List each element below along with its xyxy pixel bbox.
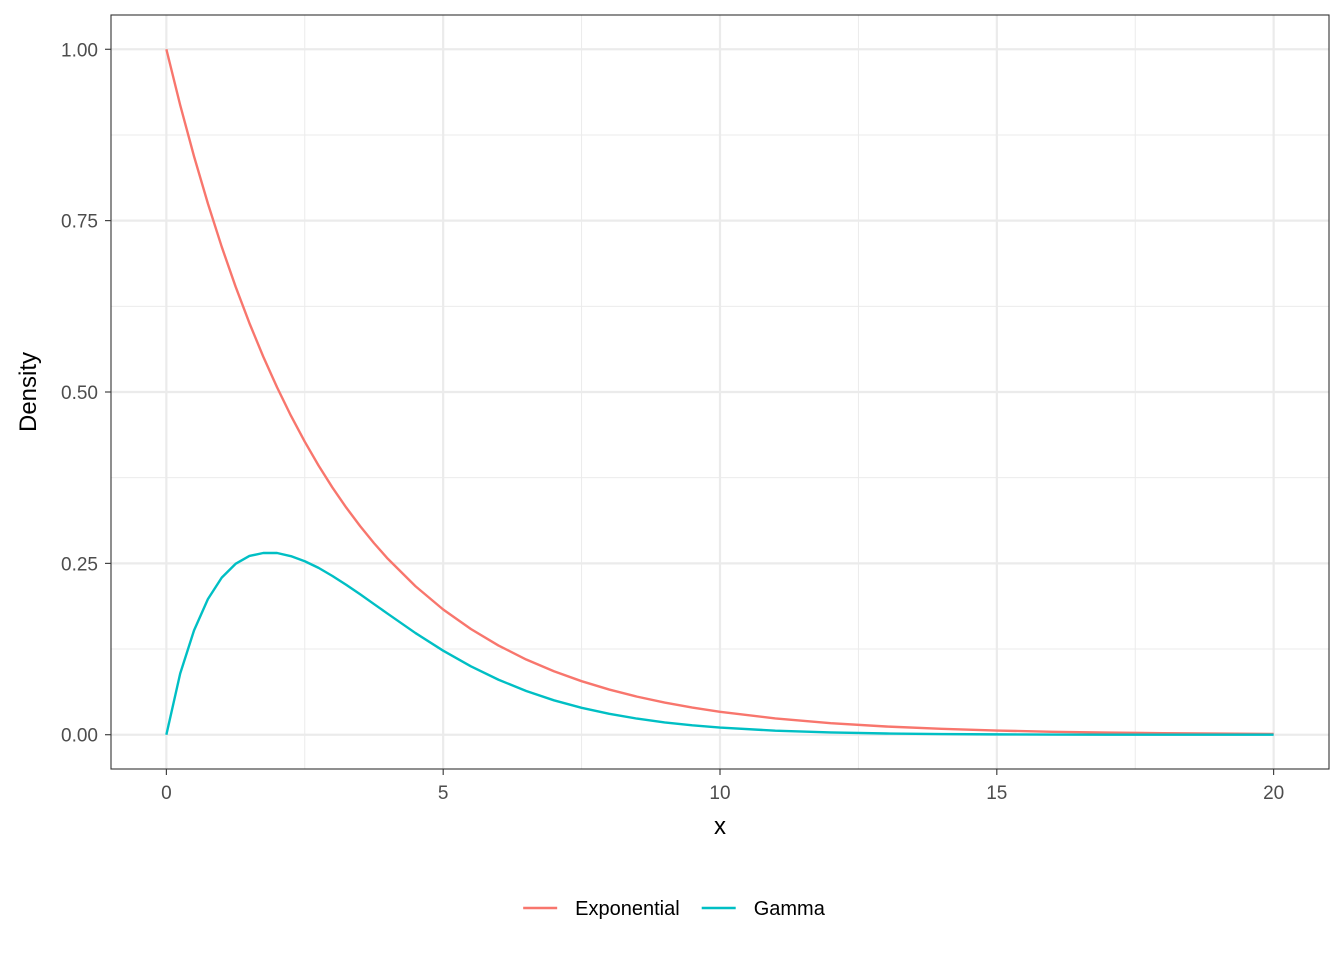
legend-label: Gamma [754,898,826,920]
x-axis-title: x [714,813,726,840]
series-line-gamma [165,551,1274,736]
y-tick-label: 0.25 [61,554,98,575]
x-tick-label: 20 [1263,783,1284,804]
x-tick-label: 5 [438,783,449,804]
legend-item-exponential: Exponential [523,898,680,920]
x-tick-label: 15 [986,783,1007,804]
x-tick-label: 10 [709,783,730,804]
x-tick-label: 0 [161,783,172,804]
y-tick-label: 0.50 [61,383,98,404]
x-axis: 0 5 10 15 20 [161,769,1284,804]
series-line-exponential [165,48,1274,736]
legend-label: Exponential [575,898,680,920]
legend-item-gamma: Gamma [701,898,826,920]
y-axis-title: Density [15,352,42,432]
legend: Exponential Gamma [523,898,826,920]
y-axis: 0.00 0.25 0.50 0.75 1.00 [61,40,111,747]
y-tick-label: 1.00 [61,40,98,61]
y-tick-label: 0.75 [61,212,98,233]
y-tick-label: 0.00 [61,726,98,747]
series-lines [165,48,1274,736]
